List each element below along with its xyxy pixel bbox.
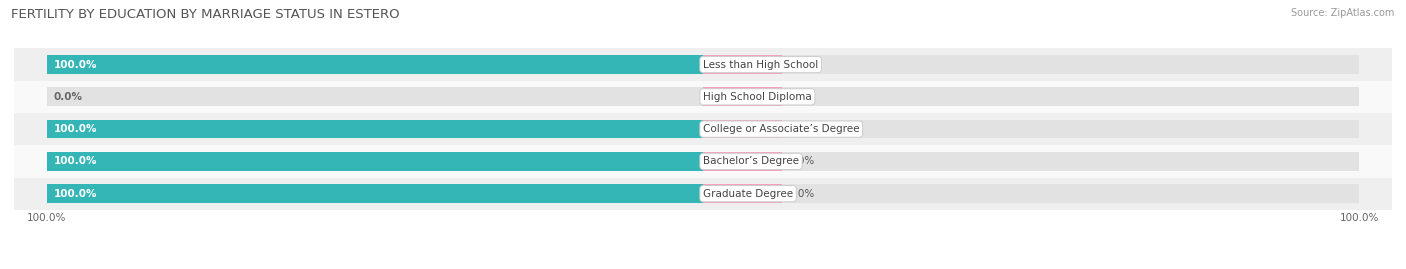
Bar <box>703 87 782 106</box>
Text: 100.0%: 100.0% <box>53 59 97 70</box>
Bar <box>703 152 1360 171</box>
Bar <box>703 55 1360 74</box>
Bar <box>703 120 1360 139</box>
Bar <box>703 184 1360 203</box>
Bar <box>46 55 703 74</box>
Text: Less than High School: Less than High School <box>703 59 818 70</box>
Text: FERTILITY BY EDUCATION BY MARRIAGE STATUS IN ESTERO: FERTILITY BY EDUCATION BY MARRIAGE STATU… <box>11 8 399 21</box>
Bar <box>46 120 703 139</box>
Bar <box>703 184 782 203</box>
Bar <box>46 120 703 139</box>
Bar <box>46 55 703 74</box>
Bar <box>46 152 703 171</box>
Bar <box>46 152 703 171</box>
Text: 0.0%: 0.0% <box>53 92 83 102</box>
Bar <box>14 145 1392 178</box>
Text: College or Associate’s Degree: College or Associate’s Degree <box>703 124 859 134</box>
Text: Graduate Degree: Graduate Degree <box>703 189 793 199</box>
Bar <box>703 55 782 74</box>
Text: 0.0%: 0.0% <box>789 156 814 167</box>
Text: Source: ZipAtlas.com: Source: ZipAtlas.com <box>1291 8 1395 18</box>
Bar <box>703 152 782 171</box>
Bar <box>14 113 1392 145</box>
Bar <box>14 48 1392 81</box>
Text: 100.0%: 100.0% <box>53 124 97 134</box>
Text: 100.0%: 100.0% <box>53 189 97 199</box>
Text: 0.0%: 0.0% <box>789 92 814 102</box>
Bar <box>46 87 703 106</box>
Text: 100.0%: 100.0% <box>53 156 97 167</box>
Bar <box>703 120 782 139</box>
Text: 0.0%: 0.0% <box>789 189 814 199</box>
Bar <box>703 87 1360 106</box>
Bar <box>14 81 1392 113</box>
Text: 0.0%: 0.0% <box>789 124 814 134</box>
Text: Bachelor’s Degree: Bachelor’s Degree <box>703 156 799 167</box>
Text: 0.0%: 0.0% <box>789 59 814 70</box>
Bar <box>46 184 703 203</box>
Bar <box>14 178 1392 210</box>
Bar <box>46 184 703 203</box>
Text: High School Diploma: High School Diploma <box>703 92 811 102</box>
